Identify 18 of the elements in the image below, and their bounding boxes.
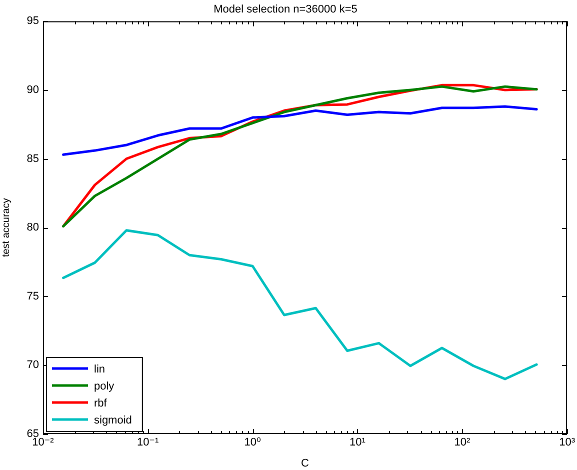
y-tick-label: 85 — [26, 152, 39, 165]
legend-label: rbf — [94, 398, 108, 410]
x-axis-title: C — [301, 457, 310, 470]
y-tick-label: 95 — [26, 15, 39, 28]
chart-title: Model selection n=36000 k=5 — [214, 4, 358, 16]
x-tick-label: 10⁰ — [244, 436, 262, 449]
x-tick-label: 10³ — [559, 436, 576, 449]
legend-label: sigmoid — [94, 414, 132, 427]
x-tick-label: 10² — [454, 436, 471, 449]
legend-label: lin — [94, 364, 106, 376]
y-axis-title: test accuracy — [0, 198, 12, 258]
y-tick-label: 75 — [26, 290, 39, 302]
x-tick-label: 10¹ — [349, 436, 366, 449]
x-tick-label: 10⁻¹ — [136, 436, 159, 449]
y-tick-label: 70 — [26, 359, 39, 372]
legend-label: poly — [94, 380, 115, 393]
y-tick-label: 80 — [26, 222, 39, 234]
y-tick-label: 90 — [26, 84, 39, 96]
